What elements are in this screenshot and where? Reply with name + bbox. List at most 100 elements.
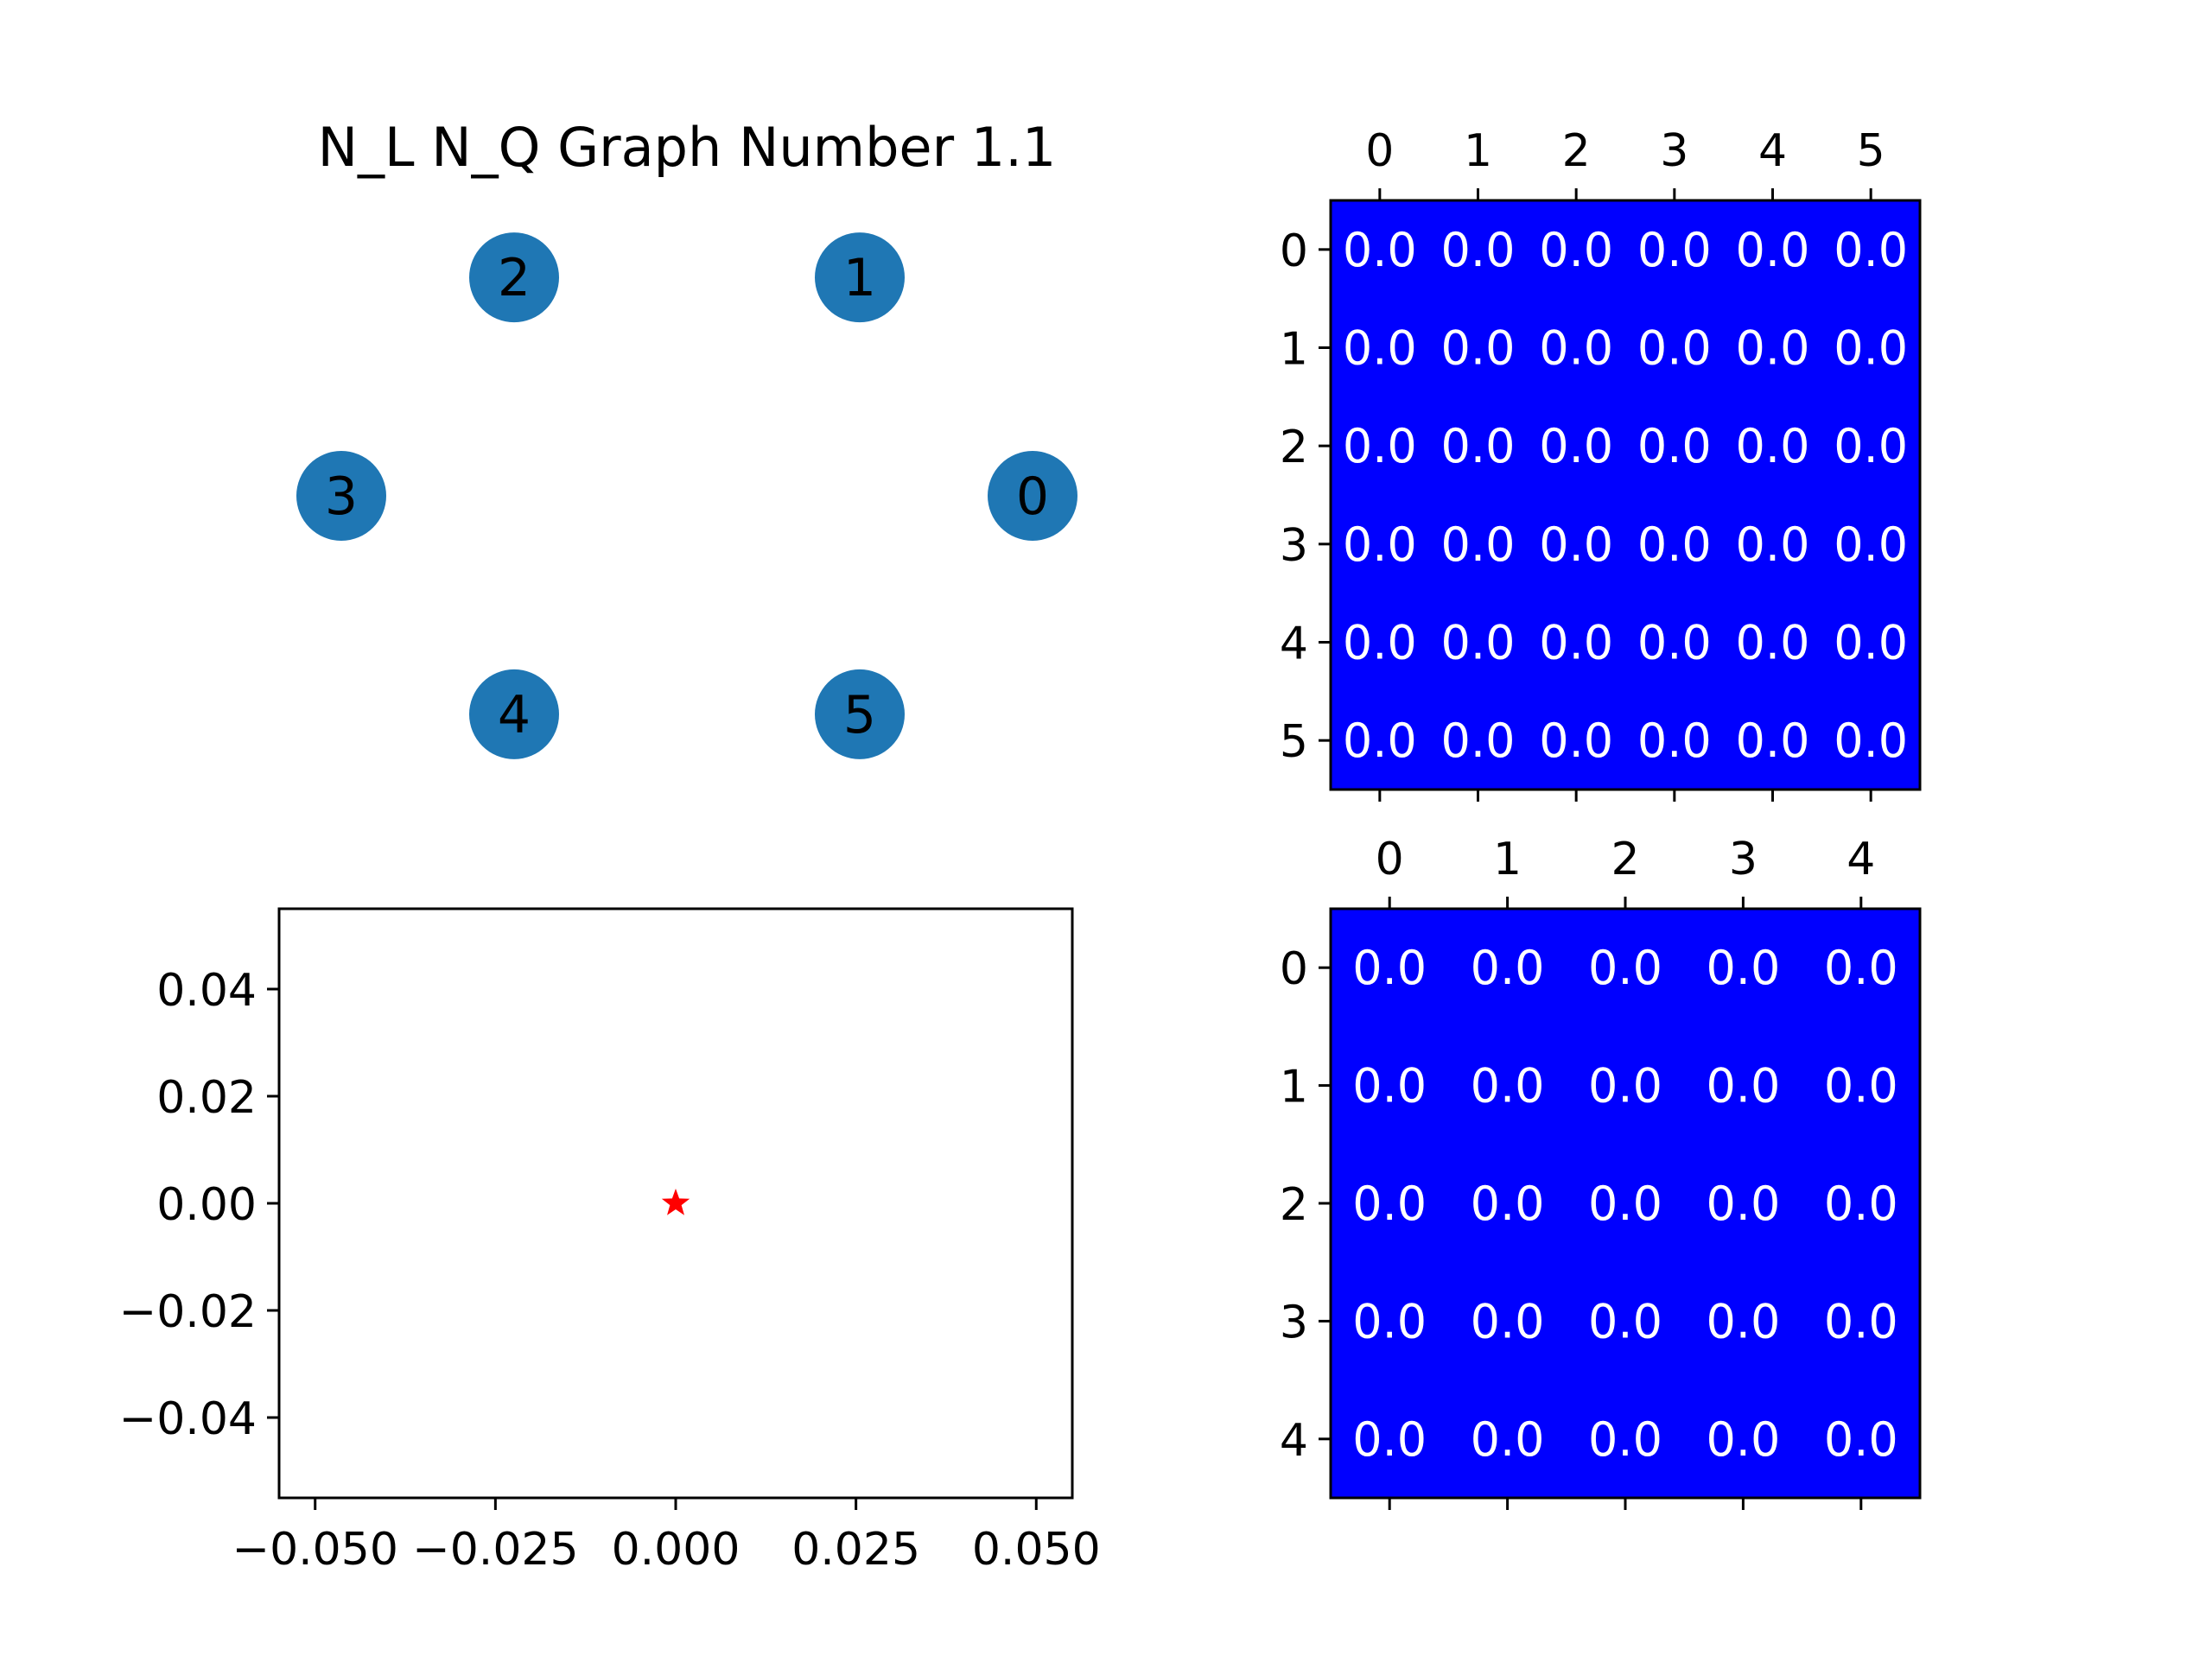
- y-tick-label: −0.02: [119, 1286, 257, 1338]
- matrix-cell-value: 0.0: [1834, 419, 1908, 473]
- x-tick-label: 1: [1493, 834, 1522, 885]
- matrix-cell-value: 0.0: [1824, 1294, 1898, 1348]
- matrix-cell-value: 0.0: [1352, 1177, 1427, 1231]
- x-tick-label: 2: [1562, 125, 1591, 177]
- x-tick-label: 3: [1660, 125, 1688, 177]
- matrix-cell-value: 0.0: [1834, 714, 1908, 768]
- matrix-cell-value: 0.0: [1637, 419, 1712, 473]
- x-tick-label: 1: [1464, 125, 1492, 177]
- y-tick-label: 2: [1280, 422, 1308, 473]
- x-tick-label: 0.050: [972, 1524, 1101, 1576]
- graph-title: N_L N_Q Graph Number 1.1: [318, 116, 1057, 179]
- x-tick-label: 3: [1729, 834, 1758, 885]
- matrix-cell-value: 0.0: [1706, 1177, 1780, 1231]
- matrix-cell-value: 0.0: [1706, 941, 1780, 995]
- matrix-cell-value: 0.0: [1343, 517, 1417, 572]
- x-tick-label: 0.025: [791, 1524, 920, 1576]
- graph-node-0: [988, 451, 1077, 541]
- matrix-cell-value: 0.0: [1824, 1177, 1898, 1231]
- y-tick-label: 3: [1280, 1297, 1308, 1348]
- scatter-panel: −0.050 −0.025 0.000 0.025 0.050 0.04 0.02 0.00 −…: [119, 907, 1101, 1576]
- matrix-cell-value: 0.0: [1637, 517, 1712, 572]
- matrix-6x6-panel: 0.0 0.0 0.0 0.0 0.0 0.0 0.0 0.0 0.0 0.0 0.0 0.0 0.0 0…: [1280, 125, 1922, 802]
- x-tick-label: 5: [1857, 125, 1885, 177]
- matrix-cell-value: 0.0: [1736, 616, 1810, 670]
- y-tick-label: 0: [1280, 225, 1308, 277]
- y-tick-label: 0.02: [156, 1072, 257, 1124]
- matrix-cell-value: 0.0: [1637, 321, 1712, 376]
- y-tick-label: 5: [1280, 716, 1308, 768]
- matrix-cell-value: 0.0: [1352, 1412, 1427, 1467]
- matrix-cell-value: 0.0: [1824, 1412, 1898, 1467]
- matrix-cell-value: 0.0: [1834, 616, 1908, 670]
- matrix-cell-value: 0.0: [1471, 941, 1545, 995]
- matrix-cell-value: 0.0: [1539, 616, 1613, 670]
- matrix-cell-value: 0.0: [1343, 419, 1417, 473]
- matrix-cell-value: 0.0: [1343, 616, 1417, 670]
- matrix-cell-value: 0.0: [1834, 517, 1908, 572]
- matrix-cell-value: 0.0: [1352, 941, 1427, 995]
- scatter-point-star: [661, 1189, 690, 1215]
- y-tick-label: 2: [1280, 1179, 1308, 1231]
- matrix-cell-value: 0.0: [1834, 223, 1908, 277]
- matrix-cell-value: 0.0: [1352, 1059, 1427, 1113]
- matrix-cell-value: 0.0: [1736, 714, 1810, 768]
- y-tick-label: 4: [1280, 618, 1308, 670]
- matrix-cell-value: 0.0: [1343, 714, 1417, 768]
- matrix-cell-value: 0.0: [1588, 1294, 1662, 1348]
- y-tick-label: 0: [1280, 943, 1308, 995]
- y-tick-label: 1: [1280, 1062, 1308, 1113]
- matrix-cell-value: 0.0: [1588, 1059, 1662, 1113]
- matrix-cell-value: 0.0: [1736, 517, 1810, 572]
- matrix-cell-value: 0.0: [1834, 321, 1908, 376]
- x-tick-label: 4: [1758, 125, 1787, 177]
- matrix-cell-value: 0.0: [1539, 321, 1613, 376]
- matrix-cell-value: 0.0: [1637, 616, 1712, 670]
- x-tick-label: −0.025: [412, 1524, 578, 1576]
- matrix-cell-value: 0.0: [1824, 1059, 1898, 1113]
- x-tick-label: 4: [1847, 834, 1875, 885]
- matrix-cell-value: 0.0: [1539, 714, 1613, 768]
- matrix-cell-value: 0.0: [1588, 1177, 1662, 1231]
- graph-node-label: 1: [843, 248, 876, 308]
- graph-node-5: [815, 669, 905, 759]
- matrix-cell-value: 0.0: [1706, 1294, 1780, 1348]
- graph-node-label: 3: [325, 466, 358, 527]
- matrix-cell-value: 0.0: [1471, 1412, 1545, 1467]
- graph-panel: N_L N_Q Graph Number 1.1 0 1 2 3 4 5: [296, 116, 1077, 759]
- graph-node-label: 2: [498, 248, 531, 308]
- graph-node-1: [815, 232, 905, 323]
- y-tick-label: 1: [1280, 324, 1308, 376]
- matrix-cell-value: 0.0: [1441, 714, 1516, 768]
- graph-node-2: [469, 232, 559, 323]
- graph-node-label: 4: [498, 685, 531, 745]
- x-tick-label: 0: [1376, 834, 1404, 885]
- x-tick-label: −0.050: [232, 1524, 398, 1576]
- x-tick-label: 0.000: [612, 1524, 741, 1576]
- matrix-cell-value: 0.0: [1736, 321, 1810, 376]
- matrix-area: [1329, 199, 1922, 791]
- matrix-cell-value: 0.0: [1343, 321, 1417, 376]
- matrix-cell-value: 0.0: [1539, 223, 1613, 277]
- matrix-cell-value: 0.0: [1441, 321, 1516, 376]
- matrix-cell-value: 0.0: [1343, 223, 1417, 277]
- matrix-cell-value: 0.0: [1441, 517, 1516, 572]
- matrix-cell-value: 0.0: [1539, 419, 1613, 473]
- x-tick-label: 2: [1611, 834, 1639, 885]
- matrix-cell-value: 0.0: [1441, 223, 1516, 277]
- matrix-cell-value: 0.0: [1441, 419, 1516, 473]
- graph-node-4: [469, 669, 559, 759]
- matrix-cell-value: 0.0: [1637, 223, 1712, 277]
- y-tick-label: −0.04: [119, 1393, 257, 1445]
- matrix-cell-value: 0.0: [1539, 517, 1613, 572]
- matrix-cell-value: 0.0: [1471, 1059, 1545, 1113]
- matrix-cell-value: 0.0: [1441, 616, 1516, 670]
- matrix-5x5-panel: 0.0 0.0 0.0 0.0 0.0 0.0 0.0 0.0 0.0 0.0 0.0 0.0 0.0 0…: [1280, 834, 1922, 1510]
- graph-node-3: [296, 451, 386, 541]
- y-tick-label: 0.00: [156, 1179, 257, 1231]
- matrix-cell-value: 0.0: [1588, 1412, 1662, 1467]
- matrix-cell-value: 0.0: [1824, 941, 1898, 995]
- y-tick-label: 4: [1280, 1415, 1308, 1467]
